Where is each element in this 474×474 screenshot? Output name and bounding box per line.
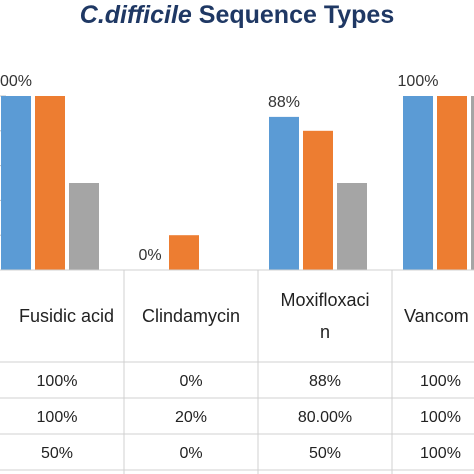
data-table: Fusidic acid Clindamycin Moxifloxaci n Vanco… — [0, 269, 474, 474]
table-header-cell: n — [320, 322, 330, 342]
table-cell: 50% — [41, 445, 73, 462]
chart-title-rest: Sequence Types — [191, 1, 395, 29]
bar — [471, 96, 474, 270]
table-cell: 100% — [37, 409, 78, 426]
table-cell: 50% — [309, 445, 341, 462]
bar — [69, 183, 99, 270]
bar — [1, 96, 31, 270]
bar — [269, 116, 299, 270]
bar-group — [1, 96, 474, 270]
table-header-cell: Vancom — [404, 306, 469, 326]
table-header-cell: Fusidic acid — [19, 306, 114, 326]
chart-title-italic: C.difficile — [79, 1, 192, 29]
table-cell: 100% — [420, 445, 461, 462]
table-cell: 80.00% — [298, 409, 352, 426]
bar — [169, 235, 199, 270]
table-cell: 0% — [179, 445, 202, 462]
table-cell: 100% — [37, 373, 78, 390]
table-cell: 100% — [420, 373, 461, 390]
table-header-cell: Clindamycin — [142, 306, 240, 326]
bar — [437, 96, 467, 270]
chart-title: C.difficile Sequence Types — [0, 0, 474, 30]
bar — [35, 96, 65, 270]
table-cell: 0% — [179, 373, 202, 390]
data-label: 88% — [268, 94, 300, 111]
data-label: 0% — [138, 247, 161, 264]
table-cell: 88% — [309, 373, 341, 390]
data-label: 00% — [0, 73, 32, 90]
bar — [337, 183, 367, 270]
data-label: 100% — [398, 73, 439, 90]
table-header-cell: Moxifloxaci — [280, 290, 369, 310]
table-cell: 100% — [420, 409, 461, 426]
bar — [303, 130, 333, 270]
table-cell: 20% — [175, 409, 207, 426]
bar — [403, 96, 433, 270]
data-label-group: 00% 0% 88% 100% — [0, 73, 438, 264]
